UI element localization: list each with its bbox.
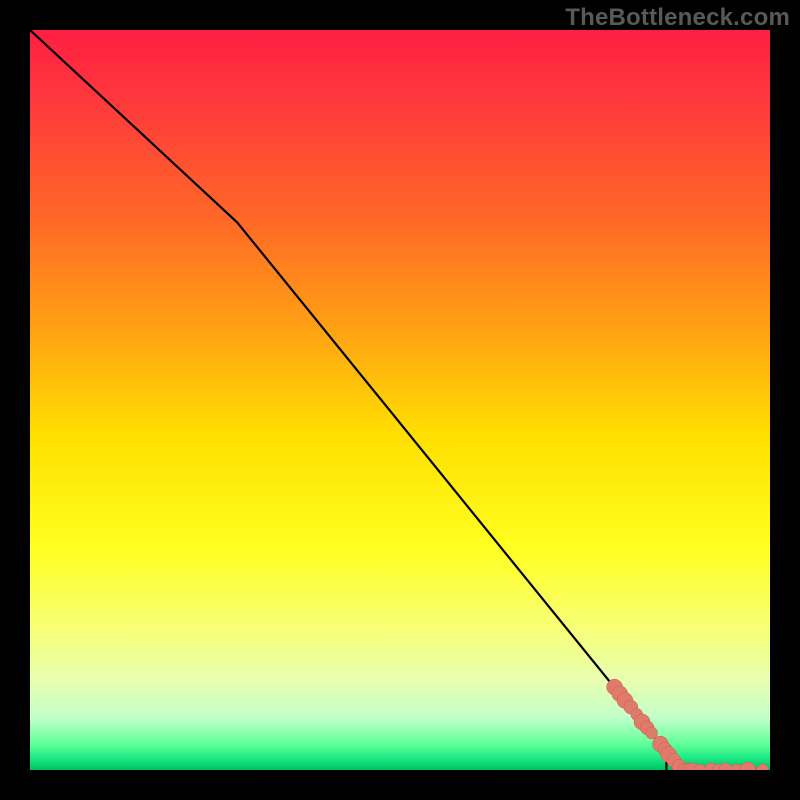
- data-marker: [757, 764, 769, 770]
- chart-container: TheBottleneck.com: [0, 0, 800, 800]
- chart-overlay: [30, 30, 770, 770]
- data-marker: [719, 763, 733, 770]
- watermark-text: TheBottleneck.com: [565, 4, 790, 32]
- plot-area: [30, 30, 770, 770]
- bottleneck-curve: [30, 30, 666, 770]
- data-marker: [646, 727, 658, 739]
- data-marker: [740, 762, 756, 770]
- data-markers: [607, 679, 769, 770]
